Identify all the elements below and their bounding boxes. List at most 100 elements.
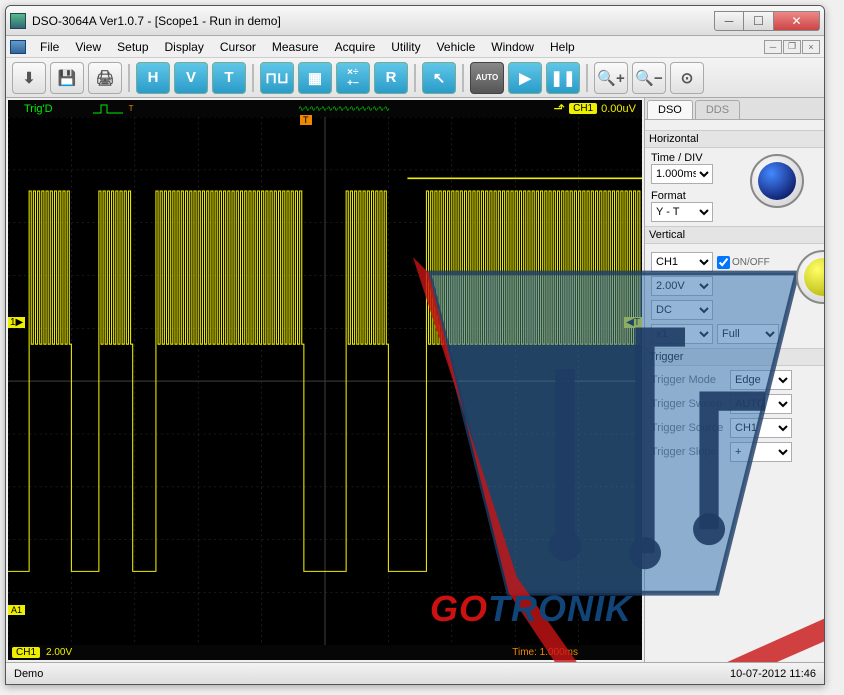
run-button[interactable]: ▶ [508,62,542,94]
minimize-button[interactable]: ─ [714,11,744,31]
vertical-section: Vertical [645,226,824,244]
menu-window[interactable]: Window [483,40,542,54]
cursor-icon: ↖ [433,69,446,87]
pulse-icon: ⊓⊔ [265,69,288,87]
trig-pos-marker[interactable]: T [300,115,312,125]
menu-help[interactable]: Help [542,40,583,54]
menu-acquire[interactable]: Acquire [327,40,384,54]
window-title: DSO-3064A Ver1.0.7 - [Scope1 - Run in de… [32,14,714,28]
tab-dso[interactable]: DSO [647,100,693,119]
trig-level-marker[interactable]: ◀T [624,317,642,328]
toolbar: ⬇ 💾 🖨 H V T ⊓⊔ ▦ ×÷+− R ↖ AUTO ▶ ❚❚ 🔍+ 🔍… [6,58,824,98]
sine-glyph-icon: ∿∿∿∿∿∿∿∿∿∿∿∿∿∿∿∿ [133,104,553,113]
menu-setup[interactable]: Setup [109,40,156,54]
statusbar: Demo 10-07-2012 11:46 [6,662,824,684]
trigger-offset: 0.00uV [601,103,636,115]
timebase-readout: Time: 1.000ms [512,647,578,658]
scope-canvas[interactable]: 1▶ ◀T T A1 GOTRONIK [8,117,642,645]
pulse-button[interactable]: ⊓⊔ [260,62,294,94]
open-button[interactable]: ⬇ [12,62,46,94]
list-icon: ▦ [308,69,322,87]
toolbar-sep [414,64,416,92]
trigsweep-label: Trigger Sweep [651,398,726,410]
status-right: 10-07-2012 11:46 [730,668,816,680]
trigslope-select[interactable]: + [730,442,792,462]
scope-panel: Trig'D T ∿∿∿∿∿∿∿∿∿∿∿∿∿∿∿∿ ⬏ CH1 0.00uV 1… [8,100,642,660]
trigger-section: Trigger [645,348,824,366]
rising-edge-icon: ⬏ [553,100,565,117]
r-button[interactable]: R [374,62,408,94]
math-icon: ×÷+− [347,67,359,89]
panel-body: Horizontal Time / DIV 1.000ms Format Y -… [645,120,824,472]
print-icon: 🖨 [95,69,114,87]
horizontal-section: Horizontal [645,130,824,148]
menu-vehicle[interactable]: Vehicle [429,40,484,54]
autoset-button[interactable]: AUTO [470,62,504,94]
trigslope-label: Trigger Slope [651,446,726,458]
zoom-out-button[interactable]: 🔍− [632,62,666,94]
titlebar: DSO-3064A Ver1.0.7 - [Scope1 - Run in de… [6,6,824,36]
zoom-fit-button[interactable]: ⊙ [670,62,704,94]
app-icon [10,13,26,29]
save-button[interactable]: 💾 [50,62,84,94]
format-label: Format [651,190,733,202]
download-icon: ⬇ [23,69,36,87]
mdi-controls: ─ ❐ × [764,40,824,54]
zoom-in-icon: 🔍+ [597,69,624,87]
trigsource-select[interactable]: CH1 [730,418,792,438]
tab-dds[interactable]: DDS [695,100,740,119]
scope-footer: CH1 2.00V Time: 1.000ms [8,645,642,660]
vdiv-select[interactable]: 2.00V [651,276,713,296]
pulse-glyph-icon [93,103,123,115]
trigsource-label: Trigger Source [651,422,726,434]
menu-display[interactable]: Display [157,40,212,54]
zoom-in-button[interactable]: 🔍+ [594,62,628,94]
zoom-fit-icon: ⊙ [681,69,694,87]
menu-measure[interactable]: Measure [264,40,327,54]
list-button[interactable]: ▦ [298,62,332,94]
mdi-restore-button[interactable]: ❐ [783,40,801,54]
cursor-button[interactable]: ↖ [422,62,456,94]
timediv-label: Time / DIV [651,152,733,164]
coupling-select[interactable]: DC [651,300,713,320]
save-icon: 💾 [58,69,77,87]
a1-marker[interactable]: A1 [8,605,25,615]
channel-select[interactable]: CH1 [651,252,713,272]
trigmode-select[interactable]: Edge [730,370,792,390]
timediv-select[interactable]: 1.000ms [651,164,713,184]
close-button[interactable]: ✕ [774,11,820,31]
vertical-knob[interactable] [796,250,824,304]
bw-select[interactable]: Full [717,324,779,344]
menu-file[interactable]: File [32,40,67,54]
app-window: DSO-3064A Ver1.0.7 - [Scope1 - Run in de… [5,5,825,685]
ch-badge-bottom: CH1 [12,647,40,658]
trigsweep-select[interactable]: AUTO [730,394,792,414]
menubar-icon [10,40,26,54]
h-cursor-button[interactable]: H [136,62,170,94]
math-button[interactable]: ×÷+− [336,62,370,94]
toolbar-sep [586,64,588,92]
format-select[interactable]: Y - T [651,202,713,222]
maximize-button[interactable]: ☐ [744,11,774,31]
mdi-min-button[interactable]: ─ [764,40,782,54]
ch1-marker[interactable]: 1▶ [8,317,25,328]
horizontal-knob[interactable] [750,154,804,208]
onoff-check[interactable]: ON/OFF [717,256,792,269]
side-panel: DSO DDS Horizontal Time / DIV 1.000ms Fo… [644,98,824,662]
pause-icon: ❚❚ [550,69,575,87]
toolbar-sep [252,64,254,92]
auto-icon: AUTO [476,73,499,82]
print-button[interactable]: 🖨 [88,62,122,94]
mdi-close-button[interactable]: × [802,40,820,54]
trigmode-label: Trigger Mode [651,374,726,386]
toolbar-sep [128,64,130,92]
pause-button[interactable]: ❚❚ [546,62,580,94]
t-cursor-button[interactable]: T [212,62,246,94]
workarea: Trig'D T ∿∿∿∿∿∿∿∿∿∿∿∿∿∿∿∿ ⬏ CH1 0.00uV 1… [6,98,824,662]
menu-view[interactable]: View [67,40,109,54]
v-cursor-button[interactable]: V [174,62,208,94]
probe-select[interactable]: x1 [651,324,713,344]
toolbar-sep [462,64,464,92]
menu-cursor[interactable]: Cursor [212,40,264,54]
menu-utility[interactable]: Utility [383,40,428,54]
